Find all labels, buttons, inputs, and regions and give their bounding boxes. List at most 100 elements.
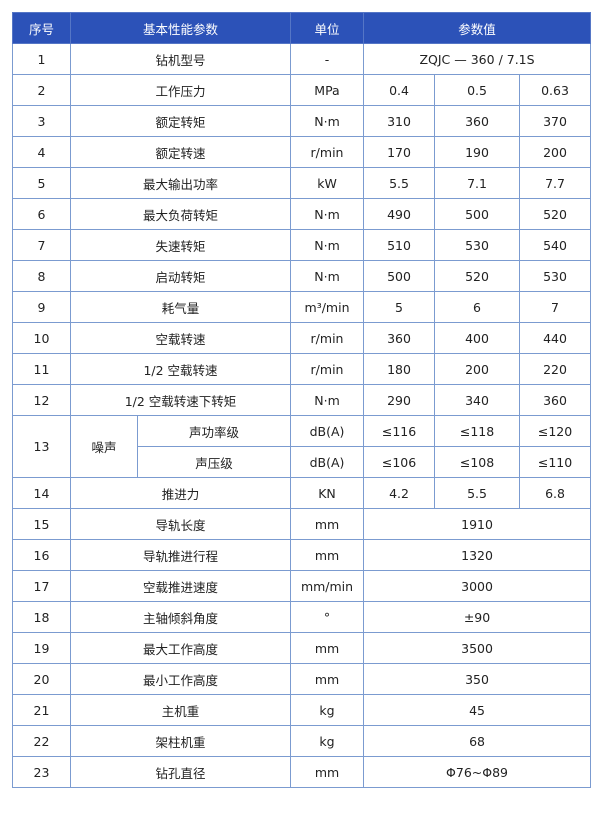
row-value: 0.5 (434, 74, 521, 106)
row-value: 5 (363, 291, 436, 323)
row-value: 200 (434, 353, 521, 385)
row-seq: 2 (12, 74, 71, 106)
row-unit: r/min (290, 353, 365, 385)
row-value: ZQJC — 360 / 7.1S (363, 43, 592, 75)
row-value: 68 (363, 725, 592, 757)
row-value: 360 (363, 322, 436, 354)
row-value: 1910 (363, 508, 592, 540)
row-value: 510 (363, 229, 436, 261)
spec-table: 序号 基本性能参数 单位 参数值 1 钻机型号 - ZQJC — 360 / 7.1S… (12, 12, 592, 788)
header-param: 基本性能参数 (69, 12, 292, 44)
row-param: 工作压力 (69, 74, 292, 106)
header-unit: 单位 (290, 12, 365, 44)
table-row: 9 耗气量 m³/min 5 6 7 (12, 291, 592, 323)
row-param: 最小工作高度 (69, 663, 292, 695)
row-param: 钻孔直径 (69, 756, 292, 788)
row-seq: 1 (12, 43, 71, 75)
table-row: 2 工作压力 MPa 0.4 0.5 0.63 (12, 74, 592, 106)
row-seq: 19 (12, 632, 71, 664)
row-value: ≤118 (434, 415, 521, 447)
row-value: 520 (434, 260, 521, 292)
row-param: 耗气量 (69, 291, 292, 323)
table-row: 11 1/2 空载转速 r/min 180 200 220 (12, 353, 592, 385)
row-value: 170 (363, 136, 436, 168)
row-value: 7.1 (434, 167, 521, 199)
row-unit: N·m (290, 105, 365, 137)
row-value: ≤120 (519, 415, 592, 447)
table-row: 12 1/2 空载转速下转矩 N·m 290 340 360 (12, 384, 592, 416)
table-row: 4 额定转速 r/min 170 190 200 (12, 136, 592, 168)
row-unit: mm/min (290, 570, 365, 602)
row-unit: N·m (290, 260, 365, 292)
table-row: 6 最大负荷转矩 N·m 490 500 520 (12, 198, 592, 230)
row-value: 5.5 (434, 477, 521, 509)
row-unit: mm (290, 539, 365, 571)
table-row: 21 主机重 kg 45 (12, 694, 592, 726)
row-param: 最大输出功率 (69, 167, 292, 199)
table-row: 14 推进力 KN 4.2 5.5 6.8 (12, 477, 592, 509)
row-unit: N·m (290, 229, 365, 261)
row-unit: kg (290, 694, 365, 726)
row-value: 0.4 (363, 74, 436, 106)
row-param: 1/2 空载转速 (69, 353, 292, 385)
row-value: 500 (434, 198, 521, 230)
row-seq: 11 (12, 353, 71, 385)
table-row: 23 钻孔直径 mm Φ76~Φ89 (12, 756, 592, 788)
row-unit: MPa (290, 74, 365, 106)
table-row: 3 额定转矩 N·m 310 360 370 (12, 105, 592, 137)
header-seq: 序号 (12, 12, 71, 44)
row-unit: - (290, 43, 365, 75)
row-value: 1320 (363, 539, 592, 571)
table-row: 17 空载推进速度 mm/min 3000 (12, 570, 592, 602)
row-value: 370 (519, 105, 592, 137)
row-param: 推进力 (69, 477, 292, 509)
row-value: 340 (434, 384, 521, 416)
row-unit: KN (290, 477, 365, 509)
row-value: 540 (519, 229, 592, 261)
row-value: 7.7 (519, 167, 592, 199)
row-value: 3000 (363, 570, 592, 602)
row-seq: 17 (12, 570, 71, 602)
table-row: 5 最大输出功率 kW 5.5 7.1 7.7 (12, 167, 592, 199)
row-seq: 9 (12, 291, 71, 323)
table-row: 13 噪声 声功率级 dB(A) ≤116 ≤118 ≤120 (12, 415, 592, 478)
row-unit: N·m (290, 198, 365, 230)
row-unit: dB(A) (290, 415, 365, 447)
row-param: 导轨长度 (69, 508, 292, 540)
row-value: 290 (363, 384, 436, 416)
row-seq: 16 (12, 539, 71, 571)
row-param: 声功率级 (136, 415, 292, 447)
table-row: 声压级 dB(A) ≤106 ≤108 ≤110 (13, 446, 592, 478)
row-param: 启动转矩 (69, 260, 292, 292)
row-param: 空载推进速度 (69, 570, 292, 602)
row-unit: mm (290, 632, 365, 664)
row-seq: 13 (12, 415, 71, 478)
row-value: 530 (434, 229, 521, 261)
table-row: 15 导轨长度 mm 1910 (12, 508, 592, 540)
row-unit: dB(A) (290, 446, 365, 478)
row-param: 最大负荷转矩 (69, 198, 292, 230)
row-seq: 21 (12, 694, 71, 726)
row-value: 360 (519, 384, 592, 416)
row-value: 3500 (363, 632, 592, 664)
row-value: 190 (434, 136, 521, 168)
row-value: 6 (434, 291, 521, 323)
row-param: 架柱机重 (69, 725, 292, 757)
row-seq: 6 (12, 198, 71, 230)
row-seq: 3 (12, 105, 71, 137)
row-seq: 8 (12, 260, 71, 292)
row-value: ≤108 (434, 446, 521, 478)
row-value: ±90 (363, 601, 592, 633)
row-value: Φ76~Φ89 (363, 756, 592, 788)
table-row: 22 架柱机重 kg 68 (12, 725, 592, 757)
row-value: 490 (363, 198, 436, 230)
row-value: 0.63 (519, 74, 592, 106)
row-unit: m³/min (290, 291, 365, 323)
row-seq: 7 (12, 229, 71, 261)
row-unit: mm (290, 508, 365, 540)
row-param: 主轴倾斜角度 (69, 601, 292, 633)
row-param-group: 噪声 (70, 415, 138, 478)
row-seq: 10 (12, 322, 71, 354)
table-row: 10 空载转速 r/min 360 400 440 (12, 322, 592, 354)
table-row: 19 最大工作高度 mm 3500 (12, 632, 592, 664)
